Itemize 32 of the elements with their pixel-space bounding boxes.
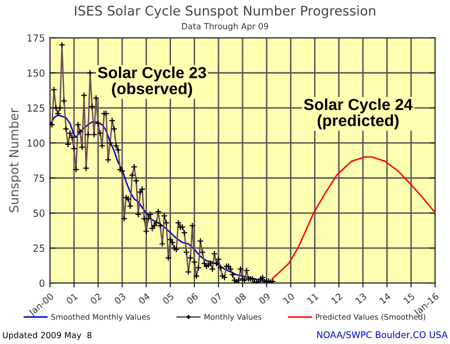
x-tick-label: 15 bbox=[403, 292, 415, 304]
line-series bbox=[50, 114, 266, 282]
x-tick-label: 05 bbox=[162, 292, 174, 304]
x-tick-label: 10 bbox=[282, 292, 295, 304]
y-tick-label: 150 bbox=[28, 69, 44, 77]
x-tick-label: 11 bbox=[306, 292, 319, 304]
x-tick-label: 13 bbox=[354, 292, 367, 304]
x-tick-label: 01 bbox=[66, 292, 78, 304]
x-tick-label: 03 bbox=[114, 292, 126, 304]
y-tick-label: 0 bbox=[40, 280, 44, 287]
x-tick-label: 14 bbox=[379, 292, 392, 304]
y-tick-label: 175 bbox=[28, 34, 44, 42]
line-series bbox=[271, 156, 436, 280]
x-tick-label: 04 bbox=[138, 292, 150, 304]
y-axis-title: Sunspot Number bbox=[8, 108, 21, 212]
y-tick-label: 100 bbox=[28, 139, 44, 147]
y-tick-label: 25 bbox=[33, 244, 44, 252]
chart-title: ISES Solar Cycle Sunspot Number Progression bbox=[74, 5, 376, 18]
x-tick-label: 06 bbox=[186, 292, 198, 304]
y-tick-label: 75 bbox=[34, 174, 44, 182]
annotation: Solar Cycle 23 (observed) bbox=[98, 66, 206, 98]
x-tick-label: 09 bbox=[258, 292, 271, 304]
text: Updated 2009 May 8 bbox=[2, 332, 92, 340]
y-tick-label: 125 bbox=[28, 104, 44, 112]
x-tick-label: 08 bbox=[234, 292, 247, 304]
x-tick-label: 12 bbox=[330, 292, 343, 304]
x-tick-label: 07 bbox=[210, 292, 222, 304]
chart-subtitle: Data Through Apr 09 bbox=[182, 22, 268, 31]
x-tick-label: 02 bbox=[90, 292, 102, 304]
annotation: Solar Cycle 24 (predicted) bbox=[304, 98, 413, 130]
text: NOAA/SWPC Boulder,CO USA bbox=[317, 331, 448, 340]
y-tick-label: 50 bbox=[33, 210, 44, 217]
